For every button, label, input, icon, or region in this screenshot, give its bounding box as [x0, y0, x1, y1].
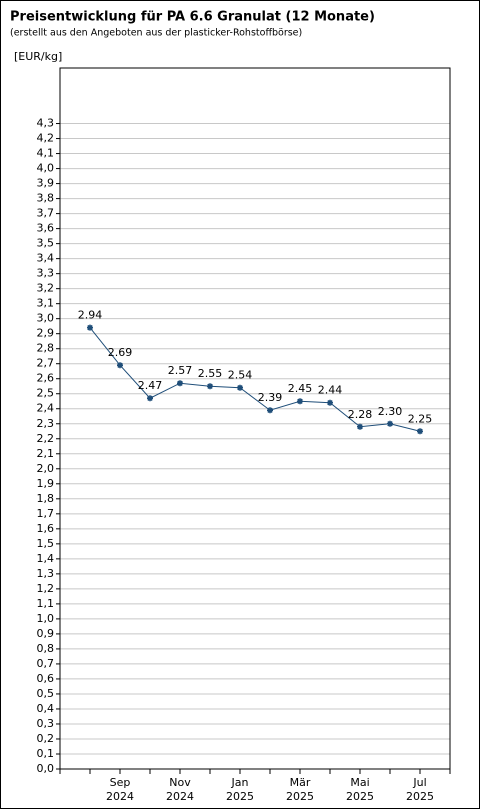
value-label: 2.30 — [378, 405, 403, 418]
y-tick-label: 0,9 — [37, 627, 55, 640]
marker — [267, 407, 273, 414]
y-tick-label: 4,1 — [37, 147, 55, 160]
y-tick-label: 1,6 — [37, 522, 55, 535]
value-label: 2.69 — [108, 346, 133, 359]
chart-title: Preisentwicklung für PA 6.6 Granulat (12… — [10, 10, 375, 25]
y-tick-label: 0,7 — [37, 657, 55, 670]
x-tick-label: Jul 2025 — [406, 776, 434, 803]
value-label: 2.55 — [198, 367, 223, 380]
marker — [417, 428, 423, 435]
y-tick-label: 0,4 — [37, 702, 55, 715]
y-tick-label: 0,8 — [37, 642, 55, 655]
y-tick-label: 3,2 — [37, 282, 55, 295]
marker — [117, 362, 123, 369]
marker — [357, 423, 363, 430]
y-tick-label: 3,5 — [37, 237, 55, 250]
value-label: 2.45 — [288, 382, 313, 395]
y-tick-label: 1,9 — [37, 477, 55, 490]
value-label: 2.25 — [408, 412, 433, 425]
marker — [87, 324, 93, 331]
y-tick-label: 1,3 — [37, 567, 55, 580]
marker — [207, 383, 213, 390]
y-tick-label: 3,3 — [37, 267, 55, 280]
y-tick-label: 2,7 — [37, 357, 55, 370]
y-tick-label: 1,7 — [37, 507, 55, 520]
plot-frame — [59, 67, 451, 770]
marker — [297, 398, 303, 405]
y-tick-label: 1,0 — [37, 612, 55, 625]
y-tick-label: 4,2 — [37, 132, 55, 145]
marker — [327, 399, 333, 406]
x-tick-label: Mai 2025 — [346, 776, 374, 803]
y-tick-label: 2,3 — [37, 417, 55, 430]
y-tick-label: 2,9 — [37, 327, 55, 340]
y-tick-label: 1,4 — [37, 552, 55, 565]
y-tick-label: 3,6 — [37, 222, 55, 235]
y-tick-label: 2,6 — [37, 372, 55, 385]
y-tick-label: 3,4 — [37, 252, 55, 265]
marker — [147, 395, 153, 402]
y-tick-label: 3,9 — [37, 177, 55, 190]
value-label: 2.94 — [78, 309, 103, 322]
y-tick-label: 0,3 — [37, 717, 55, 730]
marker — [177, 380, 183, 387]
value-label: 2.47 — [138, 379, 163, 392]
y-tick-label: 0,0 — [37, 762, 55, 775]
y-tick-label: 0,6 — [37, 672, 55, 685]
y-tick-label: 1,8 — [37, 492, 55, 505]
value-label: 2.39 — [258, 391, 283, 404]
y-tick-label: 0,2 — [37, 732, 55, 745]
y-tick-label: 2,0 — [37, 462, 55, 475]
value-label: 2.54 — [228, 369, 253, 382]
chart-subtitle: (erstellt aus den Angeboten aus der plas… — [10, 28, 302, 39]
y-tick-label: 1,1 — [37, 597, 55, 610]
y-tick-label: 2,1 — [37, 447, 55, 460]
y-tick-label: 3,8 — [37, 192, 55, 205]
y-tick-label: 1,5 — [37, 537, 55, 550]
marker — [387, 420, 393, 427]
x-tick-label: Jan 2025 — [226, 776, 254, 803]
y-tick-label: 3,7 — [37, 207, 55, 220]
value-label: 2.57 — [168, 364, 193, 377]
x-tick-label: Nov 2024 — [166, 776, 194, 803]
y-tick-label: 1,2 — [37, 582, 55, 595]
x-tick-label: Sep 2024 — [106, 776, 134, 803]
y-tick-label: 0,5 — [37, 687, 55, 700]
value-label: 2.44 — [318, 384, 343, 397]
marker — [237, 384, 243, 391]
y-tick-label: 3,0 — [37, 312, 55, 325]
y-tick-label: 2,5 — [37, 387, 55, 400]
x-tick-label: Mär 2025 — [286, 776, 314, 803]
y-tick-label: 4,0 — [37, 162, 55, 175]
value-label: 2.28 — [348, 408, 373, 421]
y-axis-label: [EUR/kg] — [14, 50, 62, 63]
y-tick-label: 2,2 — [37, 432, 55, 445]
y-tick-label: 0,1 — [37, 747, 55, 760]
y-tick-label: 2,8 — [37, 342, 55, 355]
y-tick-label: 2,4 — [37, 402, 55, 415]
line — [89, 327, 421, 432]
y-tick-label: 3,1 — [37, 297, 55, 310]
y-tick-label: 4,3 — [37, 117, 55, 130]
